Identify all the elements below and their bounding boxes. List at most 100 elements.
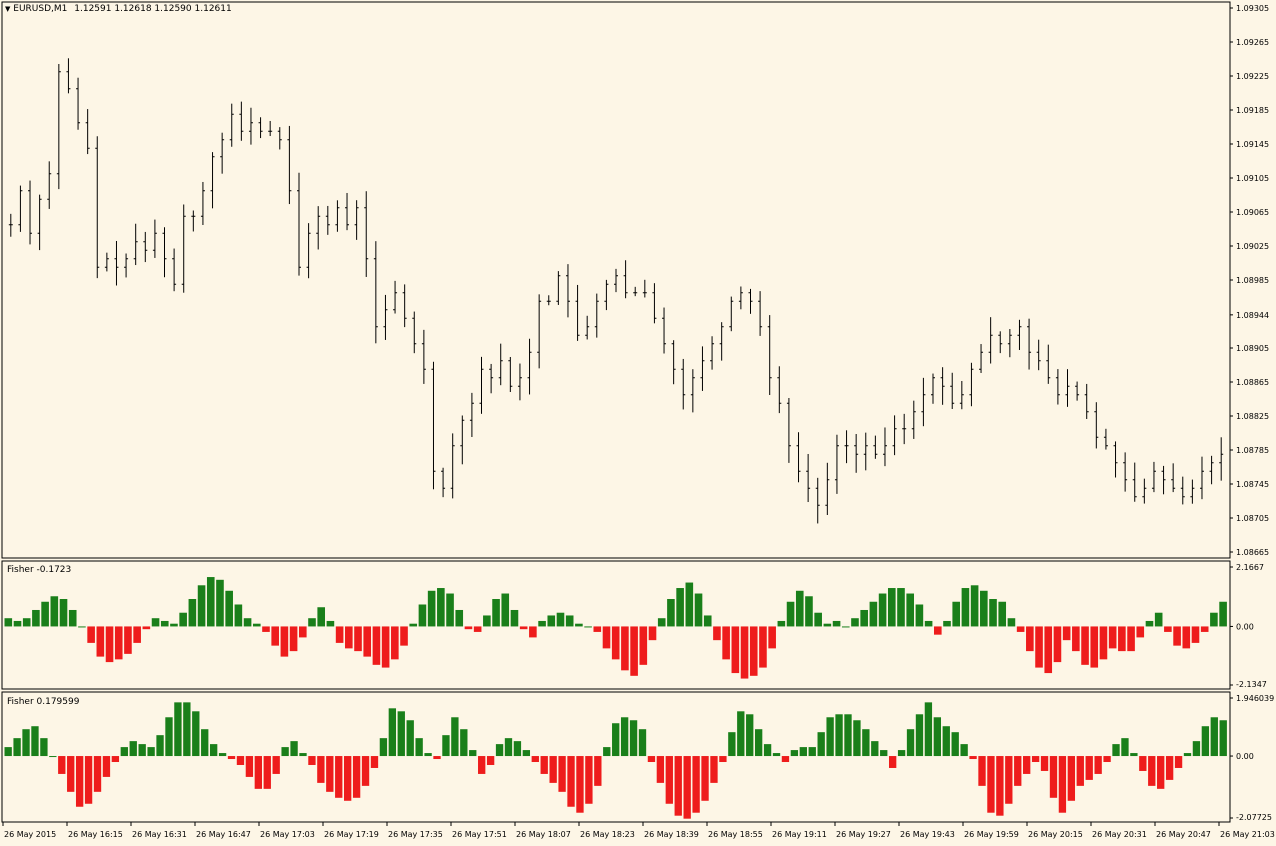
- fisher-1-bar: [676, 588, 684, 627]
- fisher-2-bar: [254, 756, 262, 789]
- fisher-1-bar: [326, 620, 335, 627]
- price-axis-label: 1.08905: [1236, 344, 1269, 353]
- fisher-2-bar: [897, 750, 906, 757]
- fisher-2-bar: [924, 702, 933, 757]
- fisher-1-bar: [1026, 626, 1034, 652]
- fisher-2-bar: [22, 729, 30, 757]
- price-axis-label: 1.08785: [1236, 446, 1269, 455]
- time-axis-label: 26 May 18:07: [516, 830, 571, 839]
- fisher-1-bar: [832, 620, 841, 627]
- fisher-1-bar: [197, 585, 206, 627]
- fisher-1-bar: [584, 626, 592, 628]
- price-axis-label: 1.09025: [1236, 242, 1269, 251]
- fisher-1-bar: [740, 626, 749, 679]
- fisher-1-bar: [160, 620, 169, 627]
- fisher-1-bar: [667, 599, 675, 627]
- fisher-2-bar: [424, 753, 432, 757]
- triangle-down-icon[interactable]: ▼: [5, 5, 11, 13]
- fisher-2-bar: [1058, 756, 1067, 813]
- fisher-1-bar: [1035, 626, 1043, 668]
- fisher-1-bar: [1173, 626, 1181, 646]
- fisher-2-bar: [1121, 738, 1129, 757]
- fisher-2-bar: [746, 714, 754, 757]
- time-axis-label: 26 May 20:15: [1028, 830, 1083, 839]
- fisher-1-bar: [519, 626, 528, 630]
- fisher-1-bar: [1016, 626, 1025, 632]
- fisher-2-bar: [1201, 726, 1210, 757]
- fisher-2-bar: [1157, 756, 1165, 789]
- fisher-2-bar: [817, 732, 825, 757]
- fisher-2-bar: [156, 735, 164, 757]
- fisher-2-bar: [1210, 717, 1218, 757]
- fisher-1-bar: [418, 604, 427, 627]
- fisher-1-bar: [924, 620, 933, 627]
- fisher-2-bar: [558, 756, 566, 792]
- fisher-1-bar: [777, 620, 786, 627]
- fisher-1-bar: [602, 626, 611, 649]
- fisher-1-bar: [96, 626, 105, 657]
- fisher-2-bar: [93, 756, 102, 792]
- fisher-1-axis-label: 2.1667: [1236, 563, 1264, 572]
- fisher-1-bar: [1090, 626, 1099, 668]
- fisher-2-bar: [129, 741, 137, 757]
- price-axis-label: 1.08944: [1236, 311, 1269, 320]
- fisher-2-bar: [486, 756, 495, 765]
- fisher-2-bar: [1219, 720, 1227, 757]
- panel-frame-1: [1, 560, 1231, 690]
- time-axis-label: 26 May 20:31: [1092, 830, 1147, 839]
- fisher-1-bar: [915, 604, 924, 627]
- fisher-2-bar: [549, 756, 557, 783]
- fisher-2-bar: [433, 756, 441, 760]
- fisher-1-bar: [1210, 612, 1218, 627]
- fisher-1-bar: [400, 626, 408, 646]
- fisher-2-bar: [915, 714, 924, 757]
- fisher-2-axis-label: 0.00: [1236, 752, 1254, 761]
- price-axis-label: 1.08705: [1236, 514, 1269, 523]
- fisher-2-bar: [942, 726, 950, 757]
- fisher-2-bar: [1130, 753, 1138, 757]
- fisher-1-bar: [335, 626, 344, 643]
- fisher-1-bar: [446, 593, 454, 627]
- fisher-2-bar: [1076, 756, 1084, 786]
- fisher-1-bar: [354, 626, 362, 652]
- fisher-1-bar: [1136, 626, 1145, 638]
- fisher-1-bar: [556, 612, 565, 627]
- fisher-2-bar: [719, 756, 727, 763]
- fisher-2-bar: [781, 756, 790, 763]
- indicator-2-title: Fisher 0.179599: [7, 697, 80, 707]
- fisher-1-bar: [1219, 601, 1227, 627]
- fisher-1-bar: [694, 593, 703, 627]
- fisher-2-bar: [209, 744, 218, 757]
- fisher-2-bar: [272, 756, 280, 774]
- price-axis-label: 1.08825: [1236, 412, 1269, 421]
- fisher-1-bar: [1072, 626, 1080, 652]
- time-axis-label: 26 May 17:03: [260, 830, 315, 839]
- fisher-1-bar: [1182, 626, 1191, 649]
- price-axis-label: 1.09305: [1236, 4, 1269, 13]
- time-axis-label: 26 May 17:19: [324, 830, 379, 839]
- fisher-1-bar: [952, 601, 961, 627]
- fisher-1-bar: [105, 626, 114, 663]
- time-axis-label: 26 May 19:11: [772, 830, 827, 839]
- time-axis-label: 26 May 19:59: [964, 830, 1019, 839]
- time-axis-label: 26 May 18:55: [708, 830, 763, 839]
- price-axis-label: 1.09065: [1236, 208, 1269, 217]
- fisher-2-bar: [147, 747, 155, 757]
- fisher-1-bar: [391, 626, 399, 660]
- fisher-1-bar: [529, 626, 537, 638]
- fisher-1-bar: [611, 626, 620, 660]
- fisher-2-bar: [629, 720, 638, 757]
- time-axis-label: 26 May 17:35: [388, 830, 443, 839]
- fisher-1-bar: [906, 593, 914, 627]
- fisher-1-bar: [657, 618, 666, 627]
- fisher-1-bar: [372, 626, 381, 665]
- fisher-2-bar: [513, 741, 522, 757]
- fisher-2-bar: [1183, 753, 1192, 757]
- time-axis-label: 26 May 16:15: [68, 830, 123, 839]
- fisher-1-bar: [538, 620, 546, 627]
- fisher-1-bar: [179, 612, 187, 627]
- fisher-2-bar: [763, 744, 772, 757]
- fisher-2-bar: [49, 756, 57, 758]
